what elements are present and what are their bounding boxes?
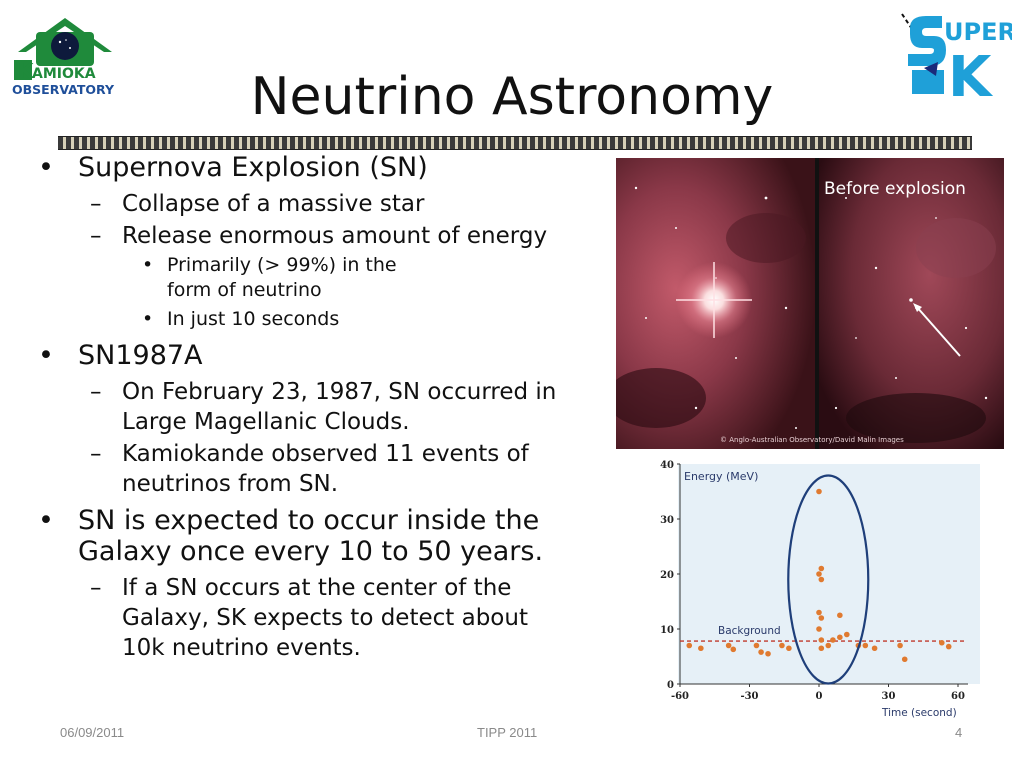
event-point <box>725 642 732 649</box>
x-axis-label: Time (second) <box>881 707 957 719</box>
event-point <box>816 571 822 577</box>
sub-sub-bullet-neutrino: Primarily (> 99%) in the form of neutrin… <box>34 253 397 303</box>
event-point <box>753 642 760 649</box>
sub-bullet-kamiokande-text: Kamiokande observed 11 events of neutrin… <box>122 441 529 497</box>
event-point <box>816 609 822 616</box>
chart-points <box>686 474 952 685</box>
sub-bullet-collapse-text: Collapse of a massive star <box>122 191 425 217</box>
title-divider <box>58 136 972 150</box>
event-point <box>818 565 825 572</box>
x-tick-label: 60 <box>951 691 965 702</box>
event-point <box>818 615 825 621</box>
event-point <box>698 645 704 652</box>
photo-credit: © Anglo-Australian Observatory/David Mal… <box>720 436 904 444</box>
x-tick-label: -60 <box>671 691 689 702</box>
slide-title: Neutrino Astronomy <box>250 67 774 127</box>
supernova-photo: Before explosion © Anglo-Australian Obse… <box>616 158 1004 449</box>
sub-bullet-energy-text: Release enormous amount of energy <box>122 223 548 249</box>
super-logo-text: UPER <box>944 18 1012 46</box>
event-point <box>837 634 843 641</box>
event-point <box>818 637 825 643</box>
footer-conference: TIPP 2011 <box>477 725 538 740</box>
bullet-galaxy: SN is expected to occur inside the Galax… <box>34 505 578 567</box>
event-point <box>825 642 832 649</box>
sub-bullet-february: – On February 23, 1987, SN occurred in La… <box>90 379 557 435</box>
sub-bullet-february-text: On February 23, 1987, SN occurred in Lar… <box>122 379 557 435</box>
event-point <box>862 642 869 649</box>
burst-highlight-ellipse <box>787 474 870 685</box>
sub-bullet-galactic-center: – If a SN occurs at the center of the Gal… <box>90 575 528 661</box>
kamioka-logo-text: AMIOKA <box>32 66 96 82</box>
y-tick-label: 30 <box>660 515 674 526</box>
x-tick-label: 30 <box>882 691 896 702</box>
event-point <box>818 645 825 652</box>
event-point <box>901 656 908 663</box>
sub-bullet-kamiokande: – Kamiokande observed 11 events of neutri… <box>90 441 529 497</box>
sub-bullet-collapse: – Collapse of a massive star <box>90 191 425 217</box>
sub-bullet-energy: – Release enormous amount of energy <box>90 223 548 249</box>
kamioka-observatory-logo: K AMIOKA OBSERVATORY <box>10 12 120 98</box>
neutrino-events-chart: 0 10 20 30 40 -60 -30 0 30 60 Energy (MeV) Backgr… <box>646 458 986 720</box>
event-point <box>837 612 843 619</box>
plot-area <box>678 464 980 684</box>
bullet-supernova: Supernova Explosion (SN) <box>34 152 604 183</box>
y-tick-label: 20 <box>660 570 674 581</box>
event-point <box>816 626 822 632</box>
bullet-sn1987a: SN1987A <box>34 340 604 371</box>
event-point <box>816 488 822 495</box>
sub-sub-bullet-seconds: In just 10 seconds <box>34 307 604 332</box>
slide-number: 4 <box>955 725 963 740</box>
sub-bullet-galactic-center-text: If a SN occurs at the center of the Gala… <box>122 575 528 661</box>
background-label: Background <box>718 625 781 637</box>
svg-text:K: K <box>18 59 35 83</box>
footer-date: 06/09/2011 <box>60 725 125 740</box>
x-tick-label: -30 <box>740 691 758 702</box>
y-tick-label: 10 <box>660 625 674 636</box>
y-axis-label: Energy (MeV) <box>684 470 758 483</box>
event-point <box>786 645 792 652</box>
event-point <box>730 646 737 653</box>
y-tick-label: 40 <box>660 460 674 471</box>
event-point <box>686 642 693 649</box>
observatory-logo-text-2: OBSERVATORY <box>12 82 115 97</box>
event-point <box>830 637 836 643</box>
event-point <box>818 576 825 583</box>
y-tick-label: 0 <box>667 680 674 691</box>
event-point <box>871 645 878 652</box>
event-point <box>758 649 764 655</box>
bullet-list: Supernova Explosion (SN) –Collapse of a … <box>34 152 604 665</box>
event-point <box>897 642 903 649</box>
event-point <box>844 631 850 638</box>
x-tick-label: 0 <box>816 691 823 702</box>
event-point <box>945 643 952 650</box>
before-explosion-label: Before explosion <box>824 179 966 199</box>
event-point <box>765 650 771 657</box>
event-point <box>779 642 785 649</box>
event-point <box>938 639 945 646</box>
